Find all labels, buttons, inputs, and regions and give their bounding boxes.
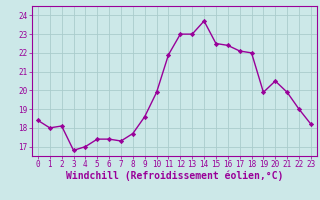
X-axis label: Windchill (Refroidissement éolien,°C): Windchill (Refroidissement éolien,°C)	[66, 171, 283, 181]
